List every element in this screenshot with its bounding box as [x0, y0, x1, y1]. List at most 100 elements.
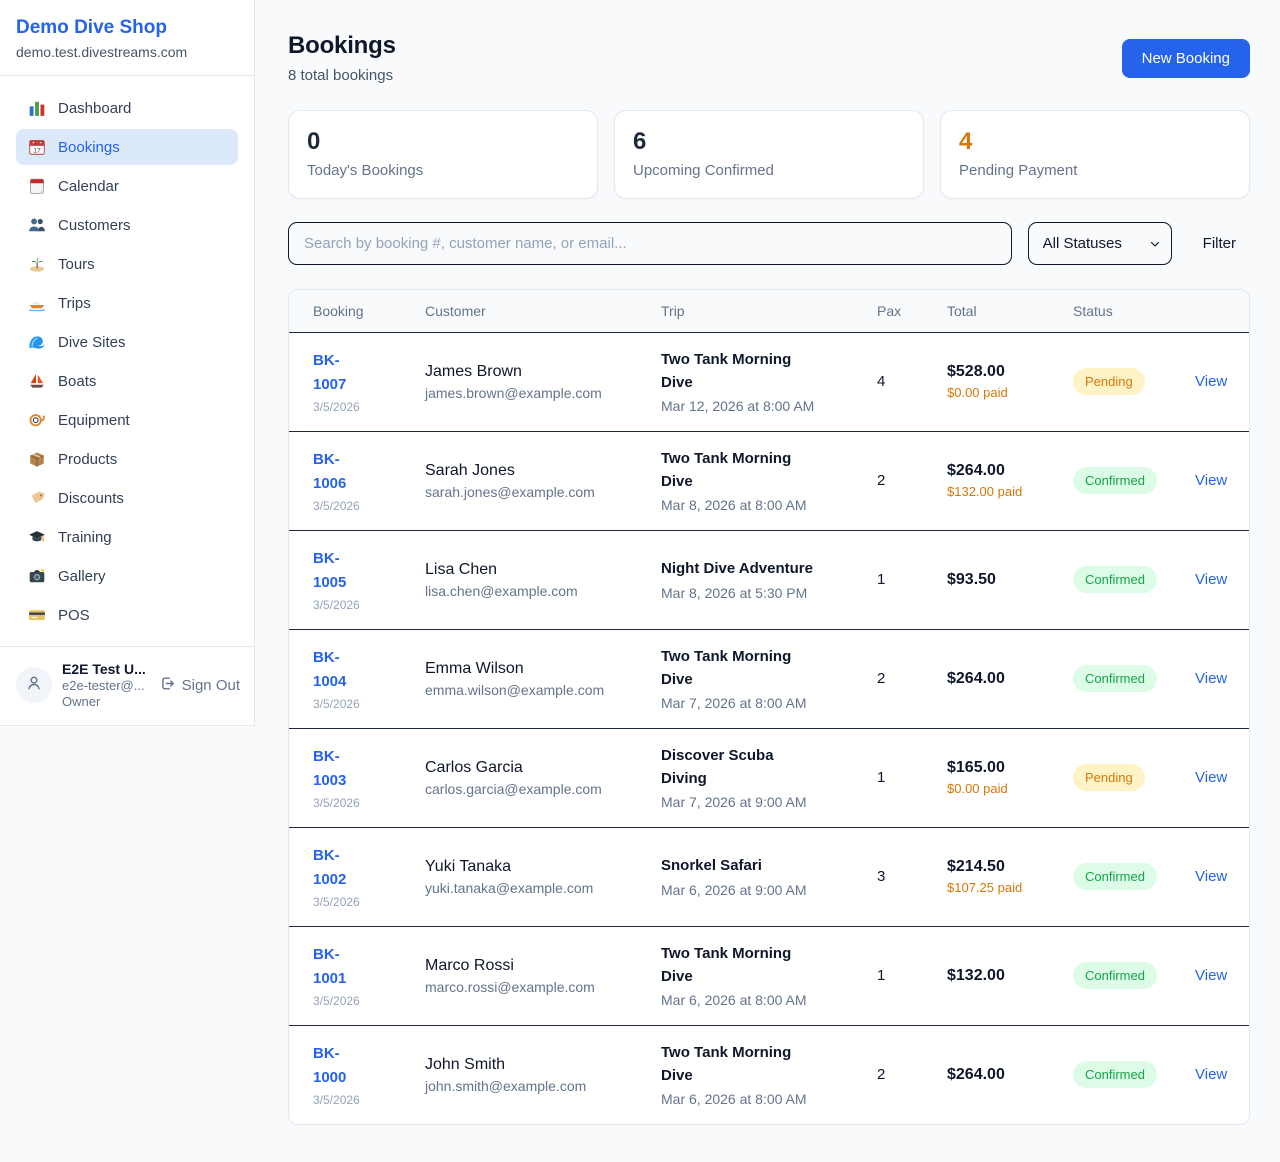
- stat-value: 4: [959, 128, 973, 155]
- wave-icon: [28, 333, 46, 351]
- view-link[interactable]: View: [1195, 1065, 1228, 1083]
- sidebar-item-label: Customers: [58, 216, 131, 234]
- customer-name: James Brown: [425, 362, 522, 380]
- booking-id-link[interactable]: BK-1001: [313, 946, 347, 987]
- total-amount: $214.50: [947, 858, 1005, 875]
- user-section: E2E Test U... e2e-tester@... Owner Sign …: [0, 646, 254, 725]
- sidebar-item-calendar[interactable]: Calendar: [16, 168, 238, 204]
- table-row: BK-1006 3/5/2026 Sarah Jones sarah.jones…: [289, 430, 1249, 530]
- sidebar-item-label: Dive Sites: [58, 333, 126, 351]
- status-badge: Confirmed: [1073, 566, 1157, 593]
- table-row: BK-1003 3/5/2026 Carlos Garcia carlos.ga…: [289, 727, 1249, 827]
- booking-id-link[interactable]: BK-1000: [313, 1045, 347, 1087]
- view-link[interactable]: View: [1195, 669, 1228, 687]
- sidebar-item-label: POS: [58, 606, 90, 624]
- trip-date: Mar 7, 2026 at 9:00 AM: [661, 794, 807, 810]
- filter-button[interactable]: Filter: [1202, 235, 1236, 252]
- brand-name: Demo Dive Shop: [16, 17, 167, 38]
- status-badge: Pending: [1073, 764, 1145, 791]
- view-link[interactable]: View: [1195, 372, 1228, 390]
- table-row: BK-1000 3/5/2026 John Smith john.smith@e…: [289, 1024, 1249, 1124]
- sidebar-item-discounts[interactable]: Discounts: [16, 480, 238, 516]
- status-select-wrap: All Statuses: [1027, 222, 1172, 265]
- booking-id-link[interactable]: BK-1007: [313, 352, 347, 393]
- booking-id-link[interactable]: BK-1006: [313, 451, 347, 492]
- view-link[interactable]: View: [1195, 966, 1228, 984]
- sidebar-item-label: Equipment: [58, 411, 130, 429]
- new-booking-button[interactable]: New Booking: [1121, 39, 1250, 78]
- trip-name: Two Tank Morning Dive: [661, 945, 792, 985]
- sidebar-item-bookings[interactable]: 17 Bookings: [16, 129, 238, 165]
- column-header-booking: Booking: [289, 290, 401, 333]
- sidebar-item-boats[interactable]: Boats: [16, 363, 238, 399]
- package-icon: [28, 450, 46, 468]
- view-link[interactable]: View: [1195, 471, 1228, 489]
- sidebar-item-training[interactable]: Training: [16, 519, 238, 555]
- table-row: BK-1004 3/5/2026 Emma Wilson emma.wilson…: [289, 628, 1249, 728]
- booking-date: 3/5/2026: [313, 400, 360, 414]
- booking-id-link[interactable]: BK-1003: [313, 748, 347, 789]
- trip-name: Two Tank Morning Dive: [661, 351, 792, 391]
- booking-id-link[interactable]: BK-1004: [313, 649, 347, 690]
- booking-date: 3/5/2026: [313, 697, 360, 711]
- user-role: Owner: [62, 694, 101, 709]
- table-row: BK-1005 3/5/2026 Lisa Chen lisa.chen@exa…: [289, 529, 1249, 629]
- credit-card-icon: [28, 606, 46, 624]
- sidebar-item-tours[interactable]: Tours: [16, 246, 238, 282]
- trip-date: Mar 6, 2026 at 9:00 AM: [661, 881, 807, 898]
- sign-out-button[interactable]: Sign Out: [159, 675, 240, 696]
- tag-icon: [28, 489, 46, 507]
- sidebar-item-dashboard[interactable]: Dashboard: [16, 90, 238, 126]
- bar-chart-icon: [28, 99, 46, 117]
- sidebar-item-pos[interactable]: POS: [16, 597, 238, 633]
- pax-count: 2: [877, 669, 886, 687]
- stat-label: Upcoming Confirmed: [633, 162, 774, 179]
- sidebar-item-trips[interactable]: Trips: [16, 285, 238, 321]
- page-header-text: Bookings 8 total bookings: [288, 32, 396, 84]
- stats-row: 0 Today's Bookings 6 Upcoming Confirmed 4 Pen…: [288, 110, 1250, 199]
- status-badge: Confirmed: [1073, 863, 1157, 890]
- total-amount: $165.00: [947, 759, 1005, 776]
- status-badge: Confirmed: [1073, 467, 1157, 494]
- paid-amount: $107.25 paid: [947, 880, 1023, 895]
- customer-name: Emma Wilson: [425, 659, 524, 677]
- view-link[interactable]: View: [1195, 768, 1228, 786]
- sidebar-item-customers[interactable]: Customers: [16, 207, 238, 243]
- trip-date: Mar 8, 2026 at 5:30 PM: [661, 584, 808, 601]
- sidebar-item-equipment[interactable]: Equipment: [16, 402, 238, 438]
- filter-row: All Statuses Filter: [288, 222, 1250, 265]
- customer-name: Carlos Garcia: [425, 758, 523, 776]
- main-content: Bookings 8 total bookings New Booking 0 T…: [255, 0, 1280, 1125]
- sidebar-item-label: Bookings: [58, 138, 120, 156]
- search-input[interactable]: [288, 222, 1012, 265]
- sidebar: Demo Dive Shop demo.test.divestreams.com…: [0, 0, 255, 726]
- pax-count: 4: [877, 372, 886, 390]
- sidebar-item-gallery[interactable]: Gallery: [16, 558, 238, 594]
- motorboat-icon: [28, 294, 46, 312]
- customer-email: john.smith@example.com: [425, 1077, 587, 1094]
- view-link[interactable]: View: [1195, 570, 1228, 588]
- booking-id-link[interactable]: BK-1005: [313, 550, 347, 591]
- table-row: BK-1002 3/5/2026 Yuki Tanaka yuki.tanaka…: [289, 826, 1249, 926]
- page-header: Bookings 8 total bookings New Booking: [288, 32, 1250, 84]
- sidebar-item-label: Products: [58, 450, 118, 468]
- customer-email: james.brown@example.com: [425, 384, 602, 401]
- customer-name: Sarah Jones: [425, 461, 515, 479]
- pax-count: 1: [877, 966, 886, 984]
- page-subtitle: 8 total bookings: [288, 67, 394, 84]
- stat-card: 6 Upcoming Confirmed: [614, 110, 924, 199]
- view-link[interactable]: View: [1195, 867, 1228, 885]
- stat-value: 0: [307, 128, 321, 155]
- camera-icon: [28, 567, 46, 585]
- status-select[interactable]: All Statuses: [1027, 222, 1172, 265]
- column-header-actions: [1171, 290, 1249, 333]
- booking-id-link[interactable]: BK-1002: [313, 847, 347, 888]
- trip-date: Mar 6, 2026 at 8:00 AM: [661, 1091, 807, 1108]
- sidebar-item-label: Training: [58, 528, 112, 546]
- sidebar-item-label: Calendar: [58, 177, 119, 195]
- sidebar-item-products[interactable]: Products: [16, 441, 238, 477]
- sidebar-item-label: Tours: [58, 255, 95, 273]
- bookings-table: Booking Customer Trip Pax Total Status BK-100…: [289, 290, 1249, 1124]
- brand-domain: demo.test.divestreams.com: [16, 44, 188, 60]
- sidebar-item-dive-sites[interactable]: Dive Sites: [16, 324, 238, 360]
